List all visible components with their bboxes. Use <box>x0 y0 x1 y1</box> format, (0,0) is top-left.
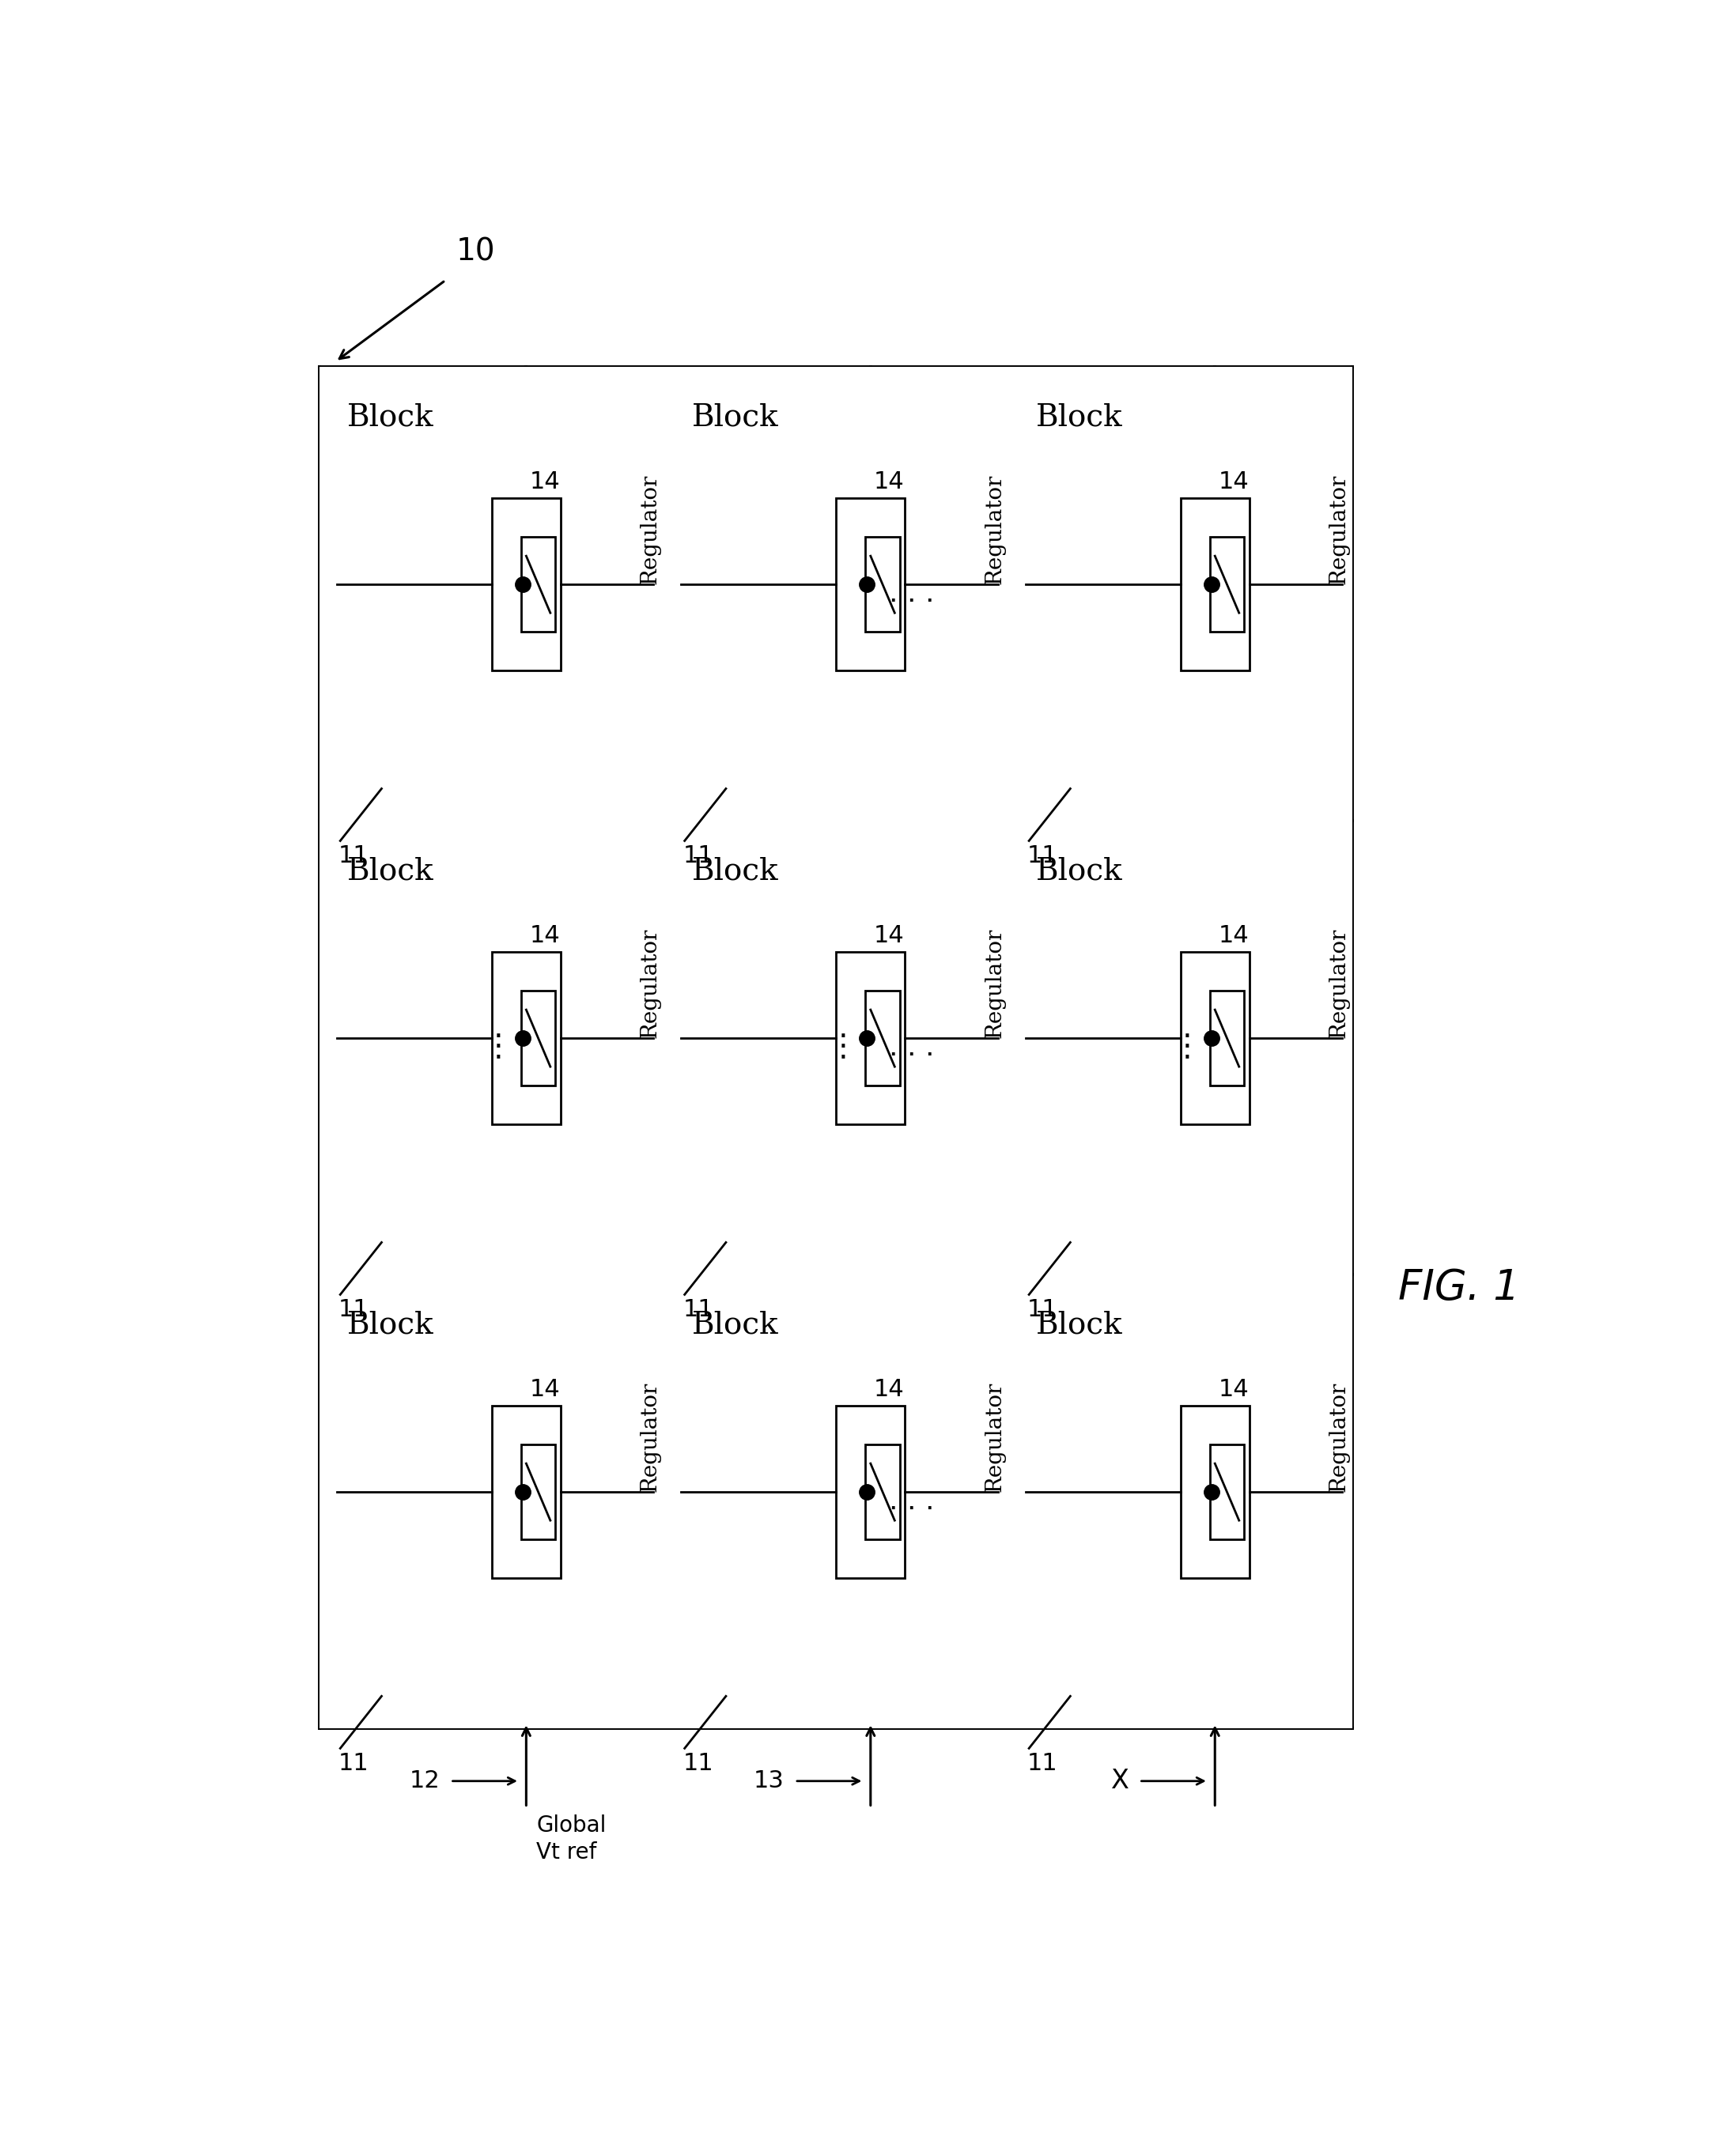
Polygon shape <box>320 821 665 1274</box>
Text: Regulator: Regulator <box>1328 927 1350 1039</box>
Text: ⋮: ⋮ <box>484 1033 514 1063</box>
Text: Regulator: Regulator <box>984 474 1005 584</box>
Text: 14: 14 <box>1219 1378 1249 1401</box>
Text: . . .: . . . <box>889 1035 935 1061</box>
Text: 14: 14 <box>873 470 904 494</box>
Text: Block: Block <box>347 403 434 431</box>
Text: Block: Block <box>692 403 778 431</box>
Text: 14: 14 <box>873 925 904 946</box>
Text: 11: 11 <box>338 1298 369 1322</box>
Text: 11: 11 <box>684 845 714 867</box>
Polygon shape <box>1008 367 1354 821</box>
Text: 11: 11 <box>338 1753 369 1774</box>
Text: Global
Vt ref: Global Vt ref <box>537 1813 607 1863</box>
Text: . . .: . . . <box>889 580 935 608</box>
FancyBboxPatch shape <box>836 953 906 1125</box>
Text: 11: 11 <box>1027 1753 1058 1774</box>
FancyBboxPatch shape <box>1210 1445 1244 1539</box>
Text: Block: Block <box>692 856 778 886</box>
Text: 14: 14 <box>530 1378 561 1401</box>
Text: ⋮: ⋮ <box>827 1033 858 1063</box>
FancyBboxPatch shape <box>865 992 901 1087</box>
Text: 13: 13 <box>754 1770 784 1792</box>
Text: Block: Block <box>1036 1311 1123 1339</box>
Polygon shape <box>320 1274 665 1727</box>
Polygon shape <box>1008 1274 1354 1727</box>
Text: Regulator: Regulator <box>1328 1382 1350 1492</box>
Polygon shape <box>1008 821 1354 1274</box>
FancyBboxPatch shape <box>1181 953 1249 1125</box>
Text: Block: Block <box>347 1311 434 1339</box>
Text: Regulator: Regulator <box>639 474 661 584</box>
Polygon shape <box>665 821 1008 1274</box>
Text: Block: Block <box>1036 856 1123 886</box>
Text: 14: 14 <box>1219 925 1249 946</box>
FancyBboxPatch shape <box>521 1445 555 1539</box>
FancyBboxPatch shape <box>836 498 906 671</box>
FancyBboxPatch shape <box>1181 1406 1249 1578</box>
Text: Regulator: Regulator <box>639 927 661 1039</box>
Text: Block: Block <box>347 856 434 886</box>
Text: 10: 10 <box>456 237 496 267</box>
Text: 11: 11 <box>1027 845 1058 867</box>
FancyBboxPatch shape <box>521 537 555 632</box>
Text: Regulator: Regulator <box>639 1382 661 1492</box>
Text: Regulator: Regulator <box>1328 474 1350 584</box>
FancyBboxPatch shape <box>492 953 561 1125</box>
FancyBboxPatch shape <box>1181 498 1249 671</box>
FancyBboxPatch shape <box>836 1406 906 1578</box>
Text: 11: 11 <box>684 1298 714 1322</box>
FancyBboxPatch shape <box>865 1445 901 1539</box>
Polygon shape <box>665 1274 1008 1727</box>
FancyBboxPatch shape <box>865 537 901 632</box>
FancyBboxPatch shape <box>1210 992 1244 1087</box>
Polygon shape <box>665 367 1008 821</box>
FancyBboxPatch shape <box>492 498 561 671</box>
Text: Regulator: Regulator <box>984 1382 1005 1492</box>
Text: Block: Block <box>692 1311 778 1339</box>
Text: 11: 11 <box>1027 1298 1058 1322</box>
Text: 11: 11 <box>338 845 369 867</box>
FancyBboxPatch shape <box>521 992 555 1087</box>
Text: 14: 14 <box>1219 470 1249 494</box>
Text: 14: 14 <box>530 925 561 946</box>
Text: Regulator: Regulator <box>984 927 1005 1039</box>
Polygon shape <box>320 367 665 821</box>
FancyBboxPatch shape <box>492 1406 561 1578</box>
Text: 12: 12 <box>410 1770 441 1792</box>
FancyBboxPatch shape <box>1210 537 1244 632</box>
Text: 11: 11 <box>684 1753 714 1774</box>
Text: X: X <box>1111 1768 1130 1794</box>
Text: 14: 14 <box>873 1378 904 1401</box>
Text: . . .: . . . <box>889 1488 935 1514</box>
Text: FIG. 1: FIG. 1 <box>1398 1268 1519 1309</box>
Text: ⋮: ⋮ <box>1172 1033 1203 1063</box>
Text: 14: 14 <box>530 470 561 494</box>
Text: Block: Block <box>1036 403 1123 431</box>
